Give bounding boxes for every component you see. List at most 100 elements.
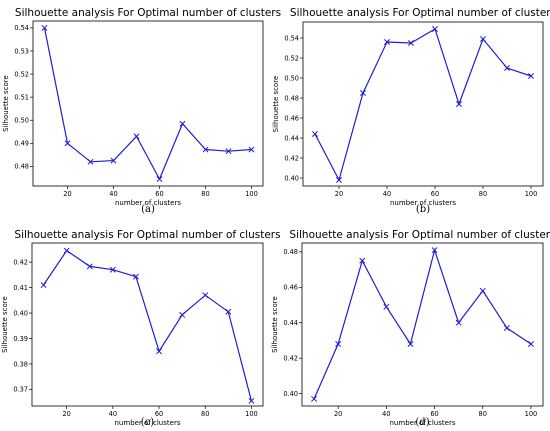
x-tick-label: 60 bbox=[430, 410, 438, 418]
marker-stroke bbox=[504, 65, 510, 71]
data-point-marker bbox=[64, 140, 71, 147]
data-point-marker bbox=[504, 65, 510, 71]
y-tick-label: 0.53 bbox=[14, 47, 29, 55]
x-tick-label: 100 bbox=[525, 410, 538, 418]
data-point-marker bbox=[40, 282, 47, 288]
marker-stroke bbox=[87, 158, 94, 165]
x-tick-label: 80 bbox=[201, 410, 209, 418]
marker-stroke bbox=[156, 348, 163, 355]
data-point-marker bbox=[527, 341, 534, 347]
y-tick-label: 0.42 bbox=[13, 258, 28, 266]
marker-stroke bbox=[132, 273, 139, 280]
y-tick-label: 0.52 bbox=[14, 70, 29, 78]
marker-stroke bbox=[179, 311, 186, 318]
y-tick-label: 0.38 bbox=[13, 360, 28, 368]
y-axis-label: Silhouette score bbox=[271, 296, 279, 353]
x-tick-label: 20 bbox=[335, 190, 343, 198]
data-point-marker bbox=[408, 40, 414, 46]
marker-stroke bbox=[455, 319, 462, 326]
panel-label: (d) bbox=[415, 417, 429, 428]
marker-stroke bbox=[407, 341, 414, 347]
x-tick-label: 60 bbox=[155, 410, 163, 418]
marker-stroke bbox=[63, 247, 70, 254]
x-tick-label: 60 bbox=[155, 190, 163, 198]
x-tick-label: 40 bbox=[382, 410, 390, 418]
x-tick-label: 40 bbox=[383, 190, 391, 198]
y-tick-label: 0.40 bbox=[283, 390, 298, 398]
x-tick-label: 20 bbox=[334, 410, 342, 418]
chart-title: Silhouette analysis For Optimal number o… bbox=[290, 7, 550, 19]
data-point-marker bbox=[335, 341, 342, 347]
y-tick-label: 0.46 bbox=[283, 284, 298, 292]
marker-stroke bbox=[248, 146, 255, 153]
y-tick-label: 0.39 bbox=[13, 335, 28, 343]
data-point-marker bbox=[455, 319, 462, 326]
x-axis-label: number of clusters bbox=[390, 199, 456, 207]
x-tick-label: 100 bbox=[525, 190, 538, 198]
marker-stroke bbox=[383, 303, 390, 310]
series-line bbox=[43, 27, 252, 181]
marker-stroke bbox=[479, 287, 486, 294]
y-axis-label: Silhouette score bbox=[1, 296, 9, 353]
y-tick-label: 0.46 bbox=[284, 114, 299, 122]
marker-stroke bbox=[225, 308, 232, 315]
y-tick-label: 0.54 bbox=[284, 34, 299, 42]
marker-stroke bbox=[202, 292, 209, 299]
data-point-marker bbox=[179, 311, 186, 318]
series-line bbox=[313, 247, 532, 400]
data-point-marker bbox=[63, 247, 70, 254]
y-tick-label: 0.40 bbox=[13, 309, 28, 317]
x-tick-label: 80 bbox=[479, 410, 487, 418]
data-point-marker bbox=[407, 341, 414, 347]
chart-panel: Silhouette analysis For Optimal number o… bbox=[272, 7, 550, 215]
data-point-marker bbox=[456, 101, 462, 107]
marker-stroke bbox=[64, 140, 71, 147]
y-axis-label: Silhouette score bbox=[272, 76, 280, 133]
data-point-marker bbox=[86, 263, 93, 270]
y-tick-label: 0.49 bbox=[14, 140, 29, 148]
marker-stroke bbox=[110, 157, 117, 164]
x-tick-label: 40 bbox=[109, 410, 117, 418]
series-line bbox=[43, 249, 252, 402]
y-tick-label: 0.44 bbox=[284, 134, 299, 142]
marker-stroke bbox=[133, 133, 140, 140]
data-point-marker bbox=[359, 257, 366, 264]
marker-stroke bbox=[156, 176, 163, 183]
panel-label: (c) bbox=[141, 417, 155, 428]
chart-title: Silhouette analysis For Optimal number o… bbox=[289, 229, 550, 241]
data-point-marker bbox=[225, 148, 232, 155]
x-axis-label: number of clusters bbox=[115, 419, 181, 427]
x-axis-label: number of clusters bbox=[115, 199, 181, 207]
data-point-marker bbox=[156, 176, 163, 183]
data-point-marker bbox=[41, 24, 48, 31]
marker-stroke bbox=[312, 131, 318, 137]
y-tick-label: 0.50 bbox=[14, 117, 29, 125]
y-tick-label: 0.51 bbox=[14, 93, 29, 101]
data-point-marker bbox=[383, 303, 390, 310]
data-point-marker bbox=[109, 266, 116, 273]
y-tick-label: 0.41 bbox=[13, 284, 28, 292]
data-point-marker bbox=[311, 395, 318, 402]
chart-panel: Silhouette analysis For Optimal number o… bbox=[271, 229, 550, 428]
marker-stroke bbox=[360, 90, 366, 96]
data-point-marker bbox=[133, 133, 140, 140]
y-tick-label: 0.52 bbox=[284, 54, 299, 62]
marker-stroke bbox=[225, 148, 232, 155]
x-tick-label: 100 bbox=[245, 410, 258, 418]
y-tick-label: 0.48 bbox=[283, 248, 298, 256]
data-point-marker bbox=[503, 325, 510, 331]
data-point-marker bbox=[110, 157, 117, 164]
data-point-marker bbox=[225, 308, 232, 315]
x-tick-label: 20 bbox=[63, 190, 71, 198]
marker-stroke bbox=[456, 101, 462, 107]
data-point-marker bbox=[312, 131, 318, 137]
plot-frame bbox=[31, 242, 264, 407]
data-point-marker bbox=[480, 36, 486, 42]
series-line bbox=[314, 28, 532, 182]
data-point-marker bbox=[248, 397, 255, 404]
x-axis-label: number of clusters bbox=[390, 419, 456, 427]
x-tick-label: 80 bbox=[479, 190, 487, 198]
marker-stroke bbox=[86, 263, 93, 270]
marker-stroke bbox=[202, 146, 209, 153]
